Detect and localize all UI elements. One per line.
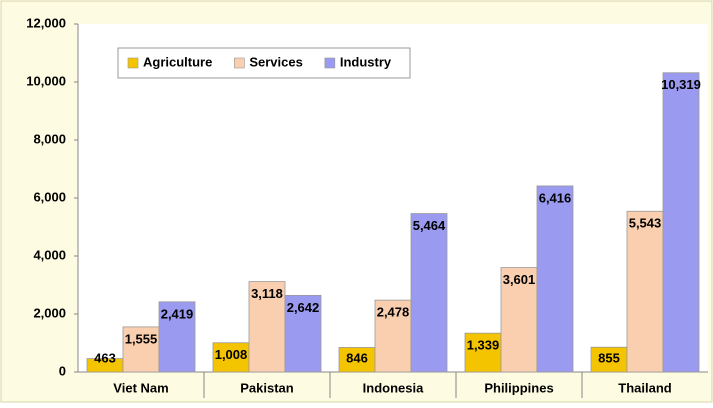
bar <box>626 210 664 373</box>
legend-label: Agriculture <box>143 54 212 69</box>
value-label: 1,339 <box>467 338 500 353</box>
bar <box>284 294 322 373</box>
y-tick-label: 8,000 <box>33 131 66 146</box>
x-tick-label: Pakistan <box>240 380 294 395</box>
legend-swatch <box>127 57 139 69</box>
bar <box>662 72 700 373</box>
value-label: 463 <box>94 350 116 365</box>
y-tick-label: 10,000 <box>26 73 66 88</box>
value-label: 2,642 <box>287 300 320 315</box>
value-label: 5,543 <box>629 216 662 231</box>
legend-label: Industry <box>340 54 392 69</box>
value-label: 3,601 <box>503 272 536 287</box>
bar <box>374 299 412 373</box>
value-label: 846 <box>346 350 368 365</box>
legend-swatch <box>234 57 245 69</box>
y-tick-label: 12,000 <box>26 15 66 30</box>
y-tick-label: 4,000 <box>33 247 66 262</box>
bar <box>338 347 376 373</box>
x-tick-label: Philippines <box>484 380 553 395</box>
x-tick-label: Indonesia <box>363 380 424 395</box>
bar <box>536 185 574 373</box>
legend-box <box>117 47 411 79</box>
value-label: 10,319 <box>661 77 701 92</box>
legend-swatch <box>324 57 336 69</box>
bar <box>464 332 502 373</box>
y-tick-label: 6,000 <box>33 189 66 204</box>
x-tick-label: Viet Nam <box>113 380 168 395</box>
y-tick-label: 2,000 <box>33 305 66 320</box>
value-label: 1,008 <box>215 347 248 362</box>
value-label: 2,478 <box>377 305 410 320</box>
value-label: 6,416 <box>539 190 572 205</box>
bar <box>248 281 286 373</box>
value-label: 3,118 <box>251 286 283 301</box>
value-label: 5,464 <box>413 218 446 233</box>
bar <box>212 342 250 373</box>
value-label: 1,555 <box>125 331 158 346</box>
bar <box>158 301 196 373</box>
y-tick-label: 0 <box>59 363 66 378</box>
bar <box>410 213 448 373</box>
value-label: 855 <box>598 350 620 365</box>
bar <box>122 326 160 373</box>
legend-label: Services <box>249 54 303 69</box>
value-label: 2,419 <box>161 306 194 321</box>
x-tick-label: Thailand <box>618 380 672 395</box>
